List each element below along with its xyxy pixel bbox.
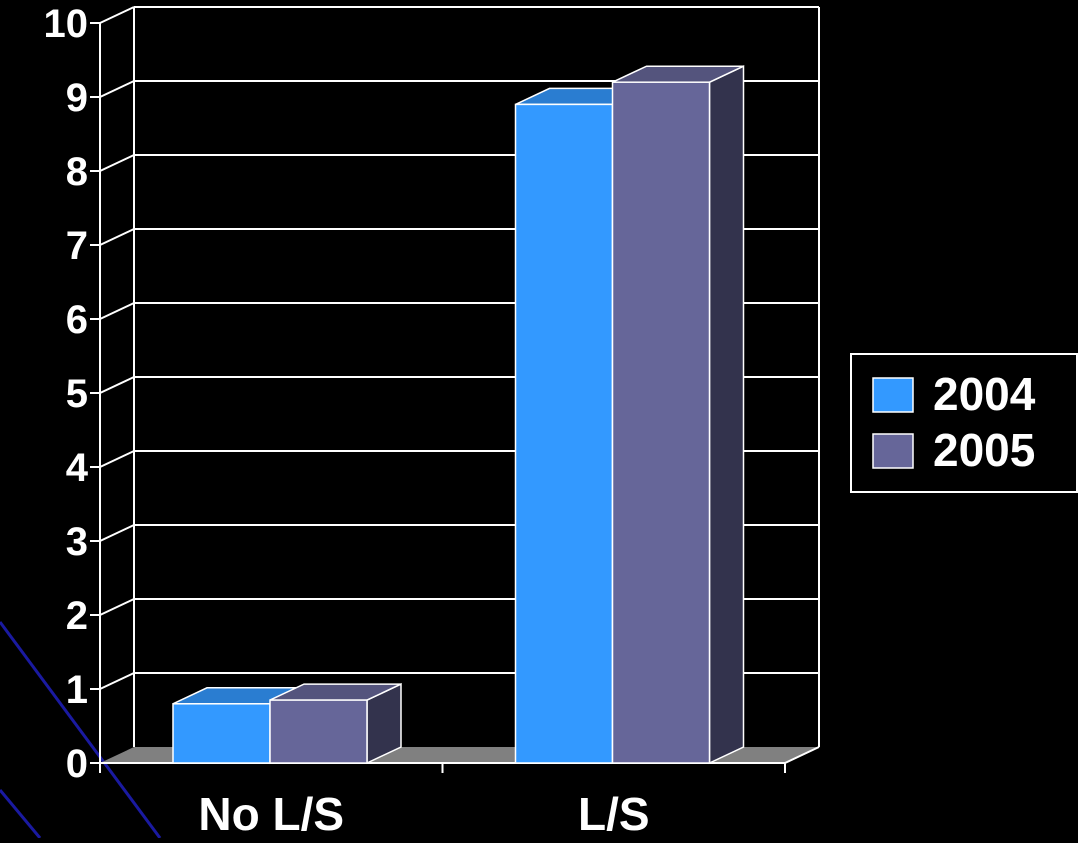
legend-label: 2005 <box>933 424 1035 476</box>
y-tick-label: 3 <box>66 520 88 564</box>
side-gridline <box>99 450 135 468</box>
side-gridline <box>99 598 135 616</box>
y-tick-label: 9 <box>66 76 88 120</box>
y-tick-label: 0 <box>66 742 88 786</box>
bar-front-face <box>514 103 614 764</box>
floor-right-edge <box>784 746 820 764</box>
y-tick-label: 4 <box>66 446 89 490</box>
axes <box>90 22 786 773</box>
bar-side-face <box>708 65 745 765</box>
bar-front-face <box>269 699 368 764</box>
y-tick-label: 10 <box>44 2 89 46</box>
side-gridline <box>99 524 135 542</box>
decor-line <box>0 621 162 839</box>
bars <box>172 65 745 765</box>
y-tick-label: 1 <box>66 668 88 712</box>
legend-label: 2004 <box>933 368 1036 420</box>
side-gridline <box>99 672 135 690</box>
x-tick-label: No L/S <box>198 788 344 838</box>
legend-box <box>850 353 1078 493</box>
decor-line <box>0 789 42 839</box>
y-tick-label: 8 <box>66 150 88 194</box>
bar-front-face <box>611 81 711 764</box>
x-tick-label: L/S <box>578 788 650 838</box>
y-tick-labels: 0 1 2 3 4 5 6 7 8 9 10 <box>44 2 89 786</box>
side-gridline <box>99 80 135 98</box>
y-tick-label: 5 <box>66 372 88 416</box>
y-tick-label: 7 <box>66 224 88 268</box>
y-tick-label: 2 <box>66 594 88 638</box>
side-gridline <box>99 154 135 172</box>
side-gridline <box>99 6 135 24</box>
side-gridline <box>99 302 135 320</box>
y-tick-label: 6 <box>66 298 88 342</box>
x-tick-labels: No L/S L/S <box>198 788 650 840</box>
bar <box>611 65 745 765</box>
side-gridline <box>99 376 135 394</box>
bar <box>269 682 402 765</box>
side-gridline <box>99 228 135 246</box>
bar-front-face <box>172 703 271 764</box>
legend-swatch <box>872 377 914 413</box>
background-decoration <box>0 621 162 839</box>
legend-swatch <box>872 433 914 469</box>
